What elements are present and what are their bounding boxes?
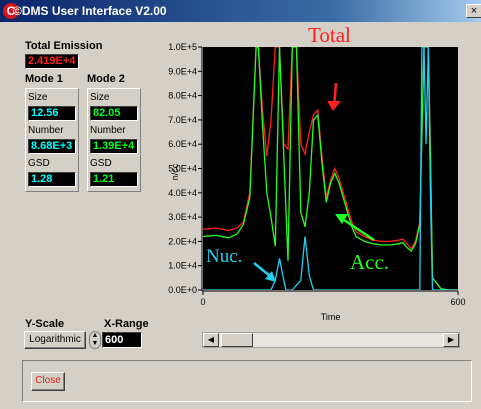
series-line-nuc xyxy=(203,47,458,290)
mode2-size-label: Size xyxy=(90,92,110,103)
mode1-size-value: 12.56 xyxy=(28,106,76,121)
y-tick-label: 9.0E+4 xyxy=(168,66,197,76)
plot-area xyxy=(203,47,458,290)
y-tick-label: 0.0E+0 xyxy=(168,285,197,295)
x-tick-label: 0 xyxy=(200,297,205,307)
annotation-nuc-arrowhead xyxy=(265,271,276,282)
y-tick-label: 1.0E+5 xyxy=(168,42,197,52)
scroll-thumb[interactable] xyxy=(221,333,253,347)
x-range-input[interactable]: 600 xyxy=(102,332,142,348)
y-tick-label: 4.0E+4 xyxy=(168,188,197,198)
mode2-number-value: 1.39E+4 xyxy=(90,139,138,154)
y-axis-title: n/cc xyxy=(170,163,180,180)
time-scrollbar[interactable]: ◀ ▶ xyxy=(202,332,460,348)
total-emission-label: Total Emission xyxy=(25,40,103,52)
mode2-title: Mode 2 xyxy=(87,73,125,85)
mode2-size-value: 82.05 xyxy=(90,106,138,121)
window-title: ©DMS User Interface V2.00 xyxy=(13,4,167,18)
mode1-size-label: Size xyxy=(28,92,48,103)
close-button[interactable]: Close xyxy=(31,372,65,391)
annotation-total-arrowhead xyxy=(327,101,341,111)
mode1-number-value: 8.68E+3 xyxy=(28,139,76,154)
mode1-gsd-value: 1.28 xyxy=(28,172,76,187)
y-tick-label: 8.0E+4 xyxy=(168,91,197,101)
y-tick-label: 1.0E+4 xyxy=(168,261,197,271)
annotation-acc-arrow xyxy=(343,218,375,242)
x-range-spinner[interactable]: ▲ ▼ xyxy=(89,331,101,349)
mode1-number-label: Number xyxy=(28,125,64,136)
y-tick-label: 6.0E+4 xyxy=(168,139,197,149)
mode1-gsd-label: GSD xyxy=(28,158,50,169)
y-tick-label: 5.0E+4 xyxy=(168,164,197,174)
app-icon: C xyxy=(3,3,19,19)
series-line-acc xyxy=(203,47,458,290)
mode2-number-label: Number xyxy=(90,125,126,136)
scroll-right-button[interactable]: ▶ xyxy=(443,333,459,347)
scroll-left-button[interactable]: ◀ xyxy=(203,333,219,347)
annotation-nuc: Nuc. xyxy=(206,246,242,267)
title-bar xyxy=(0,0,481,22)
x-tick-label: 600 xyxy=(450,297,465,307)
x-axis-title: Time xyxy=(321,312,341,322)
x-range-label: X-Range xyxy=(104,318,149,330)
bottom-panel xyxy=(22,360,472,402)
mode2-gsd-label: GSD xyxy=(90,158,112,169)
total-emission-value: 2.419E+4 xyxy=(25,54,79,69)
y-tick-label: 3.0E+4 xyxy=(168,212,197,222)
annotation-nuc-arrow xyxy=(253,262,271,277)
annotation-total: Total xyxy=(308,23,351,47)
mode1-title: Mode 1 xyxy=(25,73,63,85)
y-scale-label: Y-Scale xyxy=(25,318,65,330)
close-window-button[interactable]: × xyxy=(466,4,481,18)
mode2-gsd-value: 1.21 xyxy=(90,172,138,187)
y-tick-label: 2.0E+4 xyxy=(168,236,197,246)
annotation-acc-arrowhead xyxy=(335,214,348,224)
annotation-acc: Acc. xyxy=(350,250,389,274)
y-scale-button[interactable]: Logarithmic xyxy=(24,331,86,349)
y-tick-label: 7.0E+4 xyxy=(168,115,197,125)
